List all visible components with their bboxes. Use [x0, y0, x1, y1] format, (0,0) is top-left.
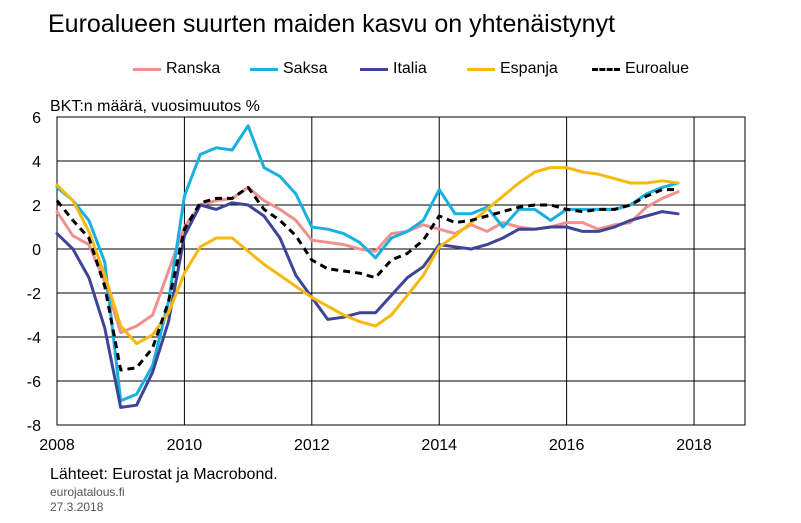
legend-label-saksa: Saksa — [283, 60, 328, 77]
legend-item-euroalue: Euroalue — [592, 60, 689, 78]
x-tick-label-2008: 2008 — [39, 437, 75, 454]
y-tick-label-2: 2 — [32, 198, 41, 215]
y-tick-label-6: 6 — [32, 110, 41, 127]
legend-swatch-euroalue — [592, 67, 620, 71]
y-tick-label-4: 4 — [32, 154, 41, 171]
y-tick-label--2: -2 — [27, 286, 41, 303]
legend-item-saksa: Saksa — [250, 60, 327, 78]
y-tick-label--6: -6 — [27, 374, 41, 391]
legend-swatch-espanja — [467, 67, 495, 71]
x-tick-label-2010: 2010 — [167, 437, 203, 454]
y-tick-label--4: -4 — [27, 330, 41, 347]
x-tick-label-2012: 2012 — [294, 437, 330, 454]
series-line-italia — [55, 201, 680, 409]
chart-title: Euroalueen suurten maiden kasvu on yhten… — [48, 10, 616, 38]
legend-label-italia: Italia — [393, 60, 427, 77]
x-tick-label-2018: 2018 — [676, 437, 712, 454]
legend-item-ranska: Ranska — [133, 60, 220, 78]
series-line-saksa — [55, 124, 680, 403]
publish-date: 27.3.2018 — [50, 500, 104, 514]
legend-label-espanja: Espanja — [500, 60, 558, 77]
legend-item-italia: Italia — [360, 60, 427, 78]
legend-label-euroalue: Euroalue — [625, 60, 690, 77]
x-tick-label-2016: 2016 — [549, 437, 585, 454]
legend-swatch-ranska — [133, 67, 161, 71]
y-tick-label--8: -8 — [27, 418, 41, 435]
legend: Ranska Saksa Italia Espanja Euroalue — [0, 60, 801, 82]
y-tick-label-0: 0 — [32, 242, 41, 259]
source-note: Lähteet: Eurostat ja Macrobond. — [50, 466, 278, 483]
series-line-euroalue — [55, 185, 679, 372]
legend-swatch-italia — [360, 67, 388, 71]
y-axis-label: BKT:n määrä, vuosimuutos % — [50, 98, 260, 115]
site-name: eurojatalous.fi — [50, 485, 125, 499]
x-tick-label-2014: 2014 — [421, 437, 457, 454]
plot-frame — [56, 116, 746, 426]
legend-swatch-saksa — [250, 67, 278, 71]
legend-label-ranska: Ranska — [166, 60, 221, 77]
legend-item-espanja: Espanja — [467, 60, 558, 78]
